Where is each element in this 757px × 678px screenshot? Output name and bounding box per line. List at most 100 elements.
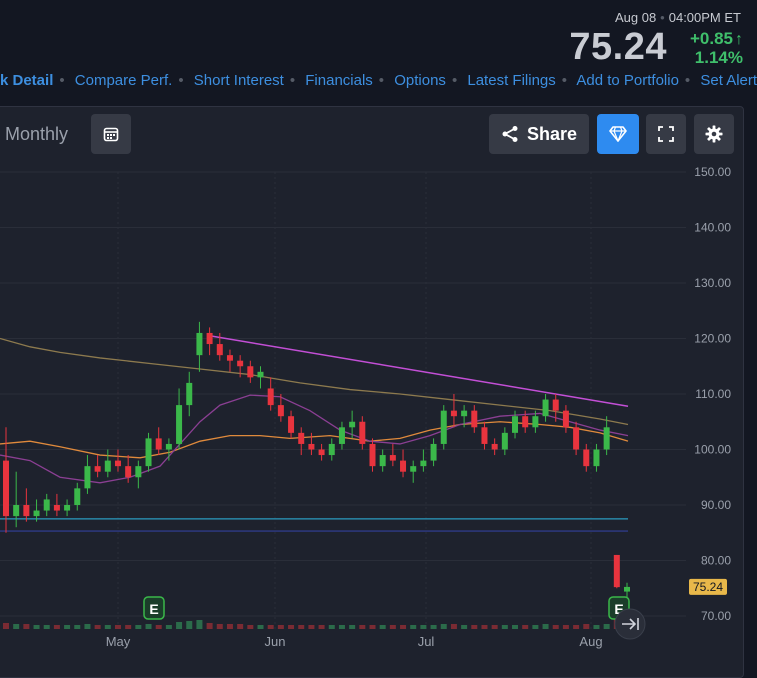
candle-body (573, 427, 580, 450)
volume-bar (186, 621, 193, 629)
last-price-tag (689, 578, 727, 595)
separator-dot: • (378, 72, 385, 89)
candle-body (165, 443, 172, 450)
nav-link-detail[interactable]: k Detail (0, 72, 54, 89)
y-axis-tick-label: 120.00 (694, 332, 731, 346)
separator-dot: • (59, 72, 65, 89)
candle-body (542, 399, 549, 417)
candle-body (247, 366, 254, 378)
volume-bar (532, 625, 539, 629)
volume-bar (450, 624, 457, 629)
candle-body (155, 438, 162, 450)
volume-bar (603, 624, 610, 629)
volume-bar (522, 625, 529, 629)
fullscreen-button[interactable] (646, 114, 686, 154)
earnings-marker-label: E (614, 601, 623, 617)
x-axis-tick-label: Jun (265, 634, 286, 649)
candle-body (226, 355, 233, 361)
candle-body (338, 427, 345, 444)
candle-body (491, 443, 498, 450)
volume-bar (308, 625, 315, 629)
volume-bar (23, 624, 30, 629)
candle-body (237, 360, 244, 367)
candle-body (532, 416, 539, 428)
volume-bar (501, 625, 508, 629)
sma-20-line (0, 394, 629, 484)
sma-200-line (0, 337, 629, 426)
candle-body (430, 443, 437, 461)
volume-bar (237, 624, 244, 629)
fullscreen-icon (658, 126, 674, 142)
timeframe-selector[interactable]: Monthly (5, 124, 69, 144)
trendline (209, 334, 629, 407)
volume-bar (583, 624, 590, 629)
volume-bar (440, 624, 447, 629)
earnings-marker-label: E (149, 601, 158, 617)
candle-body (196, 332, 203, 356)
volume-bar (3, 623, 9, 629)
price-change: +0.85 ↑ 1.14% (690, 30, 743, 67)
volume-bar (410, 625, 417, 629)
separator-dot: • (178, 72, 184, 89)
volume-bar (461, 625, 468, 629)
volume-bar (430, 625, 437, 629)
separator-dot: • (684, 72, 691, 89)
change-percent: 1.14% (694, 48, 743, 67)
change-value: +0.85 (689, 29, 733, 48)
volume-bar (64, 625, 71, 629)
volume-bar (206, 623, 213, 629)
quote-date: Aug 08 (614, 10, 657, 25)
volume-bar (43, 625, 50, 629)
premium-button[interactable] (597, 114, 639, 154)
share-button[interactable]: Share (489, 114, 589, 154)
candle-body (562, 410, 569, 428)
candle-body (13, 505, 20, 517)
volume-bar (257, 625, 264, 629)
settings-button[interactable] (694, 114, 734, 154)
candle-body (450, 410, 457, 417)
nav-link-short-interest[interactable]: Short Interest (193, 72, 284, 89)
y-axis-tick-label: 100.00 (694, 443, 731, 457)
volume-bar (125, 625, 132, 629)
y-axis-tick-label: 80.00 (701, 554, 731, 568)
volume-bar (135, 625, 142, 629)
candle-body (349, 421, 356, 428)
candle-body (104, 460, 111, 472)
volume-bar (165, 625, 172, 629)
candle-body (593, 449, 600, 467)
candle-body (277, 405, 284, 417)
candle-body (318, 449, 325, 456)
candle-body (410, 466, 417, 472)
volume-bar (298, 625, 305, 629)
candle-body (64, 505, 71, 511)
candle-body (257, 371, 264, 378)
candle-body (135, 466, 142, 478)
price-chart[interactable]: 150.00 140.00 130.00 120.00 110.00 100.00 90.0… (0, 0, 757, 662)
nav-link-compare-perf[interactable]: Compare Perf. (74, 72, 173, 89)
candle-body (288, 416, 295, 433)
separator-dot: • (660, 10, 665, 25)
volume-bar (94, 625, 101, 629)
nav-link-set-alert[interactable]: Set Alert (700, 72, 757, 89)
candle-body (206, 332, 213, 345)
volume-bar (420, 625, 427, 629)
nav-link-financials[interactable]: Financials (305, 72, 373, 89)
share-label: Share (526, 123, 578, 144)
candle-body (267, 388, 274, 406)
candle-body (461, 410, 468, 417)
volume-bar (13, 624, 20, 629)
nav-link-options[interactable]: Options (394, 72, 446, 89)
candle-body (552, 399, 559, 411)
volume-bar (318, 625, 325, 629)
candle-body (84, 466, 91, 489)
volume-bar (562, 625, 569, 629)
calendar-button[interactable] (91, 114, 131, 154)
nav-link-add-to-portfolio[interactable]: Add to Portfolio (576, 72, 679, 89)
nav-link-latest-filings[interactable]: Latest Filings (467, 72, 556, 89)
volume-bar (33, 625, 40, 629)
volume-bar (216, 624, 223, 629)
scroll-right-icon (622, 618, 639, 630)
volume-bar (349, 625, 356, 629)
candle-body (298, 432, 305, 444)
quote-time: 04:00PM ET (668, 10, 741, 25)
